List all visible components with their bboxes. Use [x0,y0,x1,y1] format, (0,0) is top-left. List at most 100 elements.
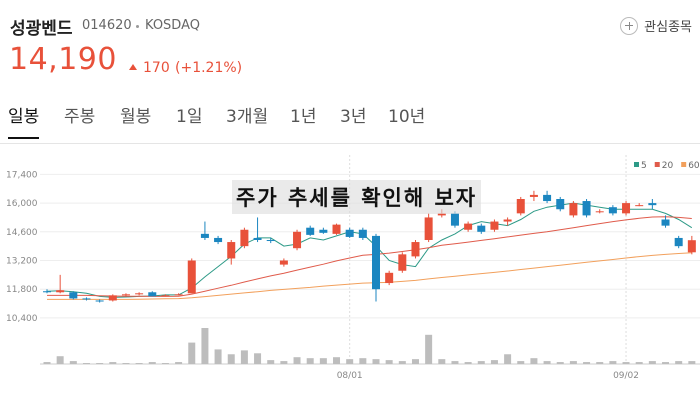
candle-body [450,213,459,226]
candle-body [516,199,525,214]
candle-body [187,260,196,294]
volume-bar [398,361,406,364]
candle-body [477,225,486,232]
candle-body [358,229,367,238]
candle-body [385,272,394,284]
volume-bar [214,349,222,364]
volume-bar [306,358,314,364]
volume-bar [135,363,143,364]
volume-bar [477,361,485,364]
candle-body [135,293,144,295]
period-tab[interactable]: 주봉 [64,107,96,127]
candle-body [608,207,617,214]
volume-bar [346,359,354,364]
volume-bar [596,362,604,364]
volume-bar [293,357,301,364]
up-triangle [129,64,137,70]
candle-body [437,213,446,216]
y-tick-label: 13,200 [6,257,38,267]
volume-bar [622,362,630,364]
volume-bar [675,361,683,364]
volume-bar [411,359,419,364]
volume-bar [69,361,77,364]
y-tick-label: 11,800 [6,285,38,295]
volume-bar [254,353,262,364]
legend-swatch [654,162,660,167]
period-tab[interactable]: 3개월 [226,107,269,127]
y-tick-label: 10,400 [6,314,38,324]
candle-body [82,298,91,300]
volume-bar [385,360,393,364]
volume-bar [662,362,670,364]
price: 14,190 [9,42,117,77]
candle-body [279,260,288,265]
candle-body [345,229,354,237]
candle-body [503,219,512,222]
volume-bar [188,342,196,364]
volume-bar [227,354,235,364]
volume-bar [556,362,564,364]
legend-swatch [681,162,687,167]
legend-label: 5 [641,161,647,171]
volume-bar [451,361,459,364]
volume-bar [517,361,525,364]
period-tab[interactable]: 1일 [176,107,203,127]
volume-bar [609,361,617,364]
candle-body [635,205,644,207]
candle-body [582,201,591,216]
legend-label: 20 [662,161,674,171]
change-percent: (+1.21%) [175,60,243,76]
volume-bar [122,363,130,364]
volume-bar [372,359,380,364]
period-tab[interactable]: 월봉 [120,107,152,127]
candle-body [424,217,433,240]
period-tab[interactable]: 일봉 [8,102,40,139]
moving-average [47,252,692,300]
period-tab[interactable]: 10년 [388,107,426,127]
candle-body [398,254,407,271]
volume-bar [648,361,656,364]
watch-button[interactable]: 관심종목 [620,16,692,35]
candle-body [490,221,499,230]
candle-body [648,203,657,206]
candle-body [95,300,104,302]
candle-body [529,194,538,197]
volume-bar [161,363,169,364]
plus-icon [620,16,639,35]
moving-average [47,216,692,297]
volume-bar [359,358,367,364]
candle-body [69,292,78,299]
stock-code: 014620 [82,18,132,33]
candle-body [556,199,565,210]
volume-bar [333,357,341,364]
candle-body [306,227,315,235]
volume-bar [96,363,104,364]
y-tick-label: 14,600 [6,228,38,238]
candle-body [148,292,157,297]
period-tab[interactable]: 3년 [340,107,367,127]
candle-body [661,219,670,226]
y-tick-label: 16,000 [6,199,38,209]
candle-body [43,291,51,293]
candle-body [200,233,209,238]
candle-body [108,295,117,301]
watch-label: 관심종목 [644,20,692,35]
volume-bar [504,354,512,364]
candle-body [674,237,683,247]
candle-body [253,237,262,240]
volume-bar [490,360,498,364]
candle-body [332,224,341,234]
volume-bar [438,359,446,364]
volume-bar [464,362,472,364]
volume-bar [569,361,577,364]
stock-name: 성광벤드 [10,19,73,39]
volume-bar [240,350,248,364]
period-tab[interactable]: 1년 [290,107,317,127]
candle-body [56,290,65,293]
volume-bar [82,363,90,364]
volume-bar [688,361,696,364]
legend-label: 60 [688,161,700,171]
change: 170 [143,60,170,76]
